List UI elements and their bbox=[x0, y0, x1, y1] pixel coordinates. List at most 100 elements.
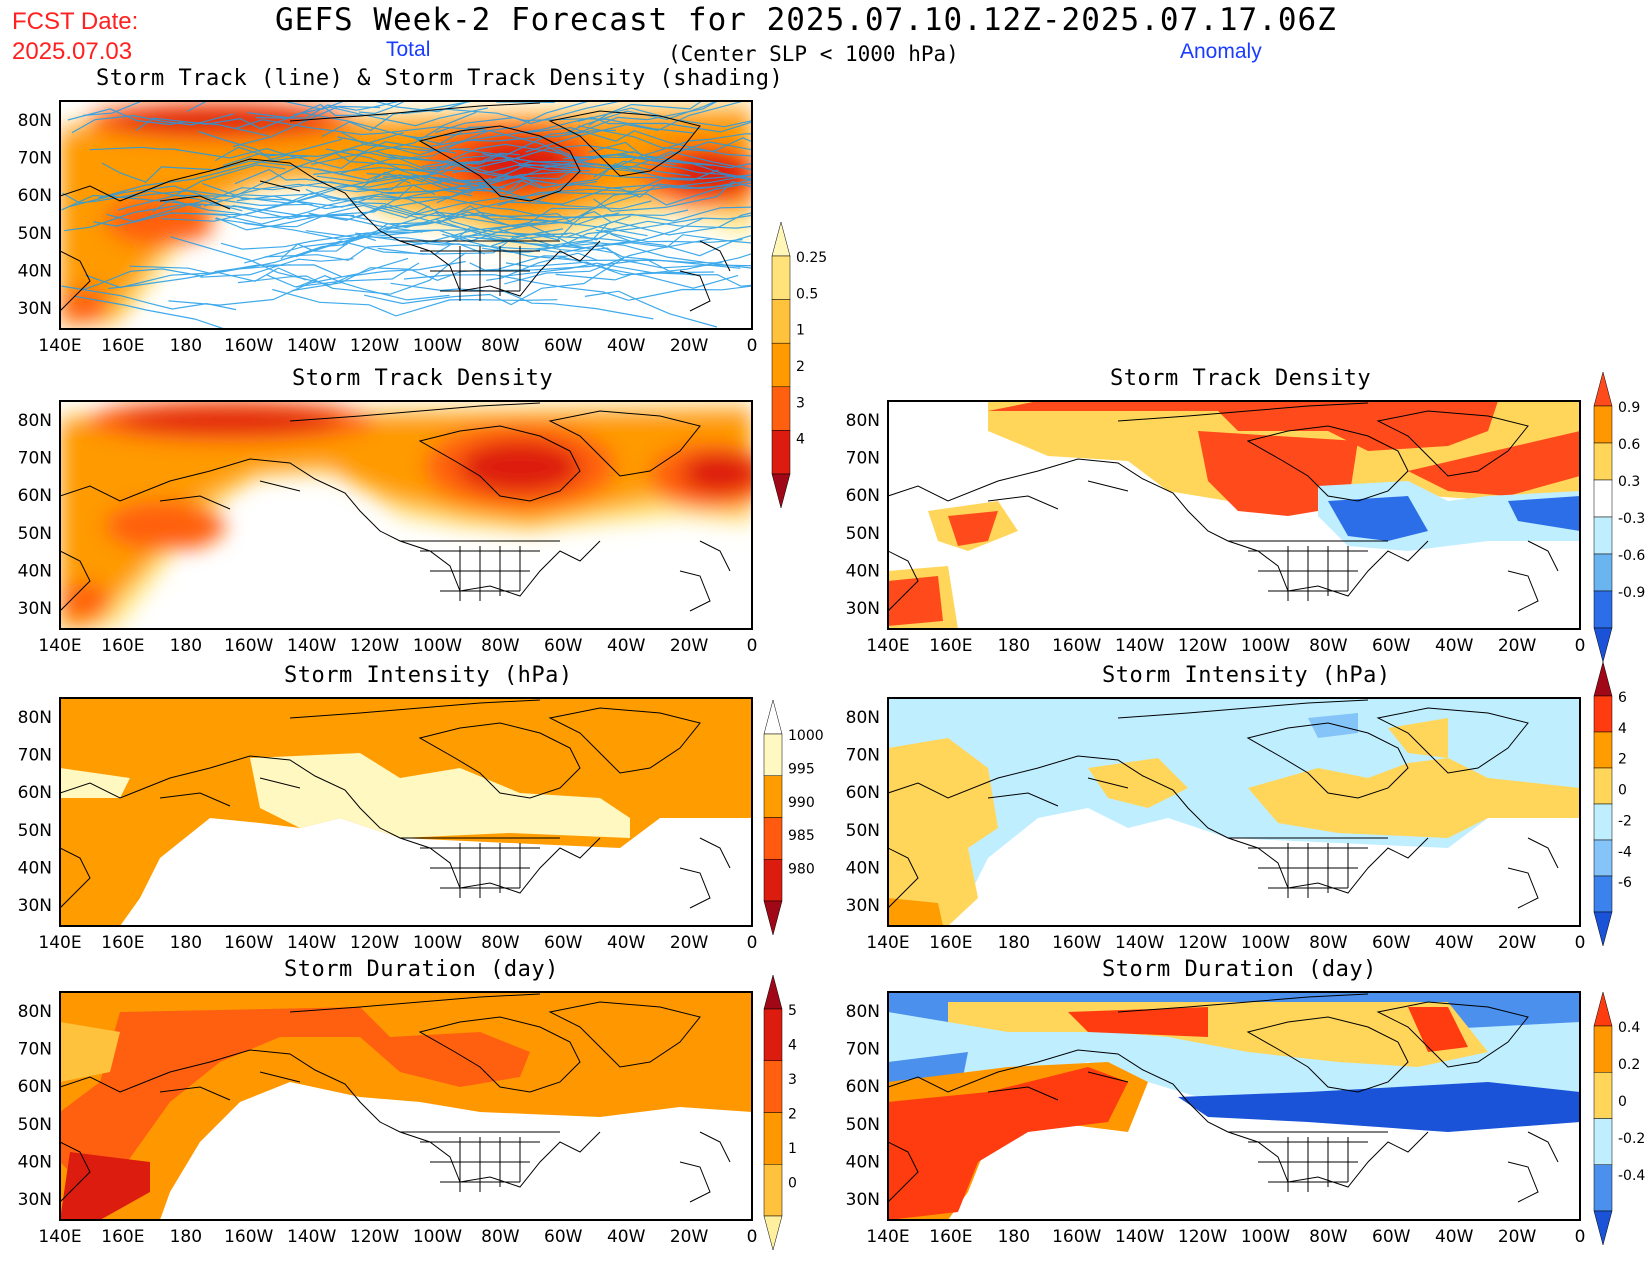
lon-tick-label: 180 bbox=[998, 933, 1030, 953]
lon-tick-label: 80W bbox=[481, 336, 520, 356]
colorbar-density-total: 0.25 0.5 1 2 3 4 bbox=[771, 221, 827, 509]
lon-tick-label: 20W bbox=[670, 1227, 709, 1247]
lon-tick-label: 120W bbox=[1178, 1227, 1227, 1247]
map-panel-duration-total bbox=[59, 991, 753, 1221]
lat-tick-label: 30N bbox=[18, 1190, 52, 1210]
lat-tick-label: 60N bbox=[18, 486, 52, 506]
lon-tick-label: 40W bbox=[1435, 933, 1474, 953]
lon-tick-label: 120W bbox=[350, 933, 399, 953]
panel-title-track-total: Storm Track (line) & Storm Track Density… bbox=[96, 66, 784, 91]
colorbar-tick-label: 1000 bbox=[788, 728, 824, 744]
lon-tick-label: 140E bbox=[866, 1227, 909, 1247]
colorbar-tick-label: 4 bbox=[1618, 721, 1627, 737]
lat-tick-label: 60N bbox=[18, 1077, 52, 1097]
lon-tick-label: 40W bbox=[607, 636, 646, 656]
lat-tick-label: 50N bbox=[846, 821, 880, 841]
lat-tick-label: 80N bbox=[18, 1002, 52, 1022]
lon-tick-label: 80W bbox=[1309, 1227, 1348, 1247]
lon-tick-label: 100W bbox=[1241, 933, 1290, 953]
colorbar-tick-label: 990 bbox=[788, 795, 815, 811]
lon-tick-label: 100W bbox=[413, 1227, 462, 1247]
lat-tick-label: 40N bbox=[846, 858, 880, 878]
lon-tick-label: 180 bbox=[170, 933, 202, 953]
colorbar-tick-label: 0.4 bbox=[1618, 1020, 1640, 1036]
lon-tick-label: 20W bbox=[1498, 636, 1537, 656]
lon-tick-label: 160E bbox=[929, 1227, 972, 1247]
colorbar-tick-label: 995 bbox=[788, 761, 815, 777]
lat-tick-label: 50N bbox=[846, 524, 880, 544]
lon-tick-label: 140W bbox=[1115, 1227, 1164, 1247]
lon-tick-label: 20W bbox=[670, 336, 709, 356]
lon-tick-label: 60W bbox=[544, 933, 583, 953]
lon-tick-label: 100W bbox=[1241, 1227, 1290, 1247]
colorbar-intensity-anom: 6 4 2 0 -2 -4 -6 bbox=[1593, 661, 1632, 947]
subtitle: (Center SLP < 1000 hPa) bbox=[668, 42, 959, 66]
lon-tick-label: 180 bbox=[170, 1227, 202, 1247]
map-panel-duration-anom bbox=[887, 991, 1581, 1221]
lat-tick-label: 50N bbox=[18, 524, 52, 544]
lon-tick-label: 160E bbox=[101, 336, 144, 356]
lat-tick-label: 70N bbox=[846, 746, 880, 766]
lat-tick-label: 40N bbox=[846, 561, 880, 581]
lon-tick-label: 120W bbox=[350, 636, 399, 656]
fcst-date-label: FCST Date: bbox=[12, 8, 139, 35]
lat-tick-label: 30N bbox=[846, 599, 880, 619]
lon-tick-label: 0 bbox=[747, 336, 758, 356]
panel-title-density-anom: Storm Track Density bbox=[1110, 366, 1372, 391]
lon-tick-label: 80W bbox=[1309, 636, 1348, 656]
lat-tick-label: 40N bbox=[18, 858, 52, 878]
colorbar-tick-label: -6 bbox=[1618, 875, 1632, 891]
colorbar-tick-label: 0.25 bbox=[796, 250, 827, 266]
map-panel-density-total bbox=[59, 400, 753, 630]
lon-tick-label: 160W bbox=[224, 1227, 273, 1247]
colorbar-tick-label: 0.2 bbox=[1618, 1057, 1640, 1073]
lon-tick-label: 140E bbox=[38, 1227, 81, 1247]
lon-tick-label: 160E bbox=[101, 636, 144, 656]
colorbar-tick-label: -0.6 bbox=[1618, 548, 1645, 564]
lon-tick-label: 100W bbox=[413, 636, 462, 656]
axis-labels: 140E 160E 180 160W 140W 120W 100W 80W 60W 40W 20W 0… bbox=[18, 111, 1586, 1247]
lon-tick-label: 100W bbox=[413, 933, 462, 953]
lon-tick-label: 160W bbox=[1052, 933, 1101, 953]
lon-tick-label: 0 bbox=[747, 636, 758, 656]
lat-tick-label: 30N bbox=[846, 896, 880, 916]
panel-title-duration-total: Storm Duration (day) bbox=[284, 957, 559, 982]
lat-tick-label: 60N bbox=[18, 186, 52, 206]
colorbar-tick-label: 0.6 bbox=[1618, 437, 1640, 453]
lat-tick-label: 80N bbox=[18, 708, 52, 728]
lat-tick-label: 70N bbox=[846, 449, 880, 469]
lon-tick-label: 140E bbox=[866, 933, 909, 953]
lat-tick-label: 70N bbox=[18, 149, 52, 169]
lon-tick-label: 160W bbox=[1052, 636, 1101, 656]
colorbar-tick-label: 3 bbox=[788, 1072, 797, 1088]
colorbar-tick-label: -0.9 bbox=[1618, 585, 1645, 601]
lon-tick-label: 60W bbox=[544, 1227, 583, 1247]
column-anomaly-label: Anomaly bbox=[1180, 40, 1262, 63]
colorbar-tick-label: 3 bbox=[796, 395, 805, 411]
lat-tick-label: 70N bbox=[18, 1040, 52, 1060]
colorbar-tick-label: -4 bbox=[1618, 844, 1632, 860]
lon-tick-label: 120W bbox=[350, 1227, 399, 1247]
lon-tick-label: 60W bbox=[1372, 933, 1411, 953]
colorbar-tick-label: 5 bbox=[788, 1003, 797, 1019]
page-title: GEFS Week-2 Forecast for 2025.07.10.12Z-… bbox=[275, 2, 1337, 38]
lat-tick-label: 70N bbox=[846, 1040, 880, 1060]
colorbars: 0.250.512340.90.60.3-0.3-0.6-0.910009959… bbox=[763, 221, 1645, 1251]
lat-tick-label: 50N bbox=[18, 224, 52, 244]
lon-tick-label: 40W bbox=[607, 933, 646, 953]
panel-title-intensity-total: Storm Intensity (hPa) bbox=[284, 663, 573, 688]
colorbar-tick-label: 1 bbox=[796, 323, 805, 339]
lon-tick-label: 160E bbox=[929, 636, 972, 656]
lat-tick-label: 80N bbox=[846, 708, 880, 728]
lat-tick-label: 70N bbox=[18, 746, 52, 766]
lon-tick-label: 120W bbox=[1178, 636, 1227, 656]
lat-tick-label: 50N bbox=[846, 1115, 880, 1135]
colorbar-tick-label: 6 bbox=[1618, 690, 1627, 706]
lon-tick-label: 160W bbox=[224, 933, 273, 953]
lon-tick-label: 140E bbox=[866, 636, 909, 656]
lon-tick-label: 140E bbox=[38, 636, 81, 656]
lat-tick-label: 60N bbox=[18, 783, 52, 803]
lon-tick-label: 20W bbox=[670, 933, 709, 953]
lat-tick-label: 40N bbox=[18, 1152, 52, 1172]
